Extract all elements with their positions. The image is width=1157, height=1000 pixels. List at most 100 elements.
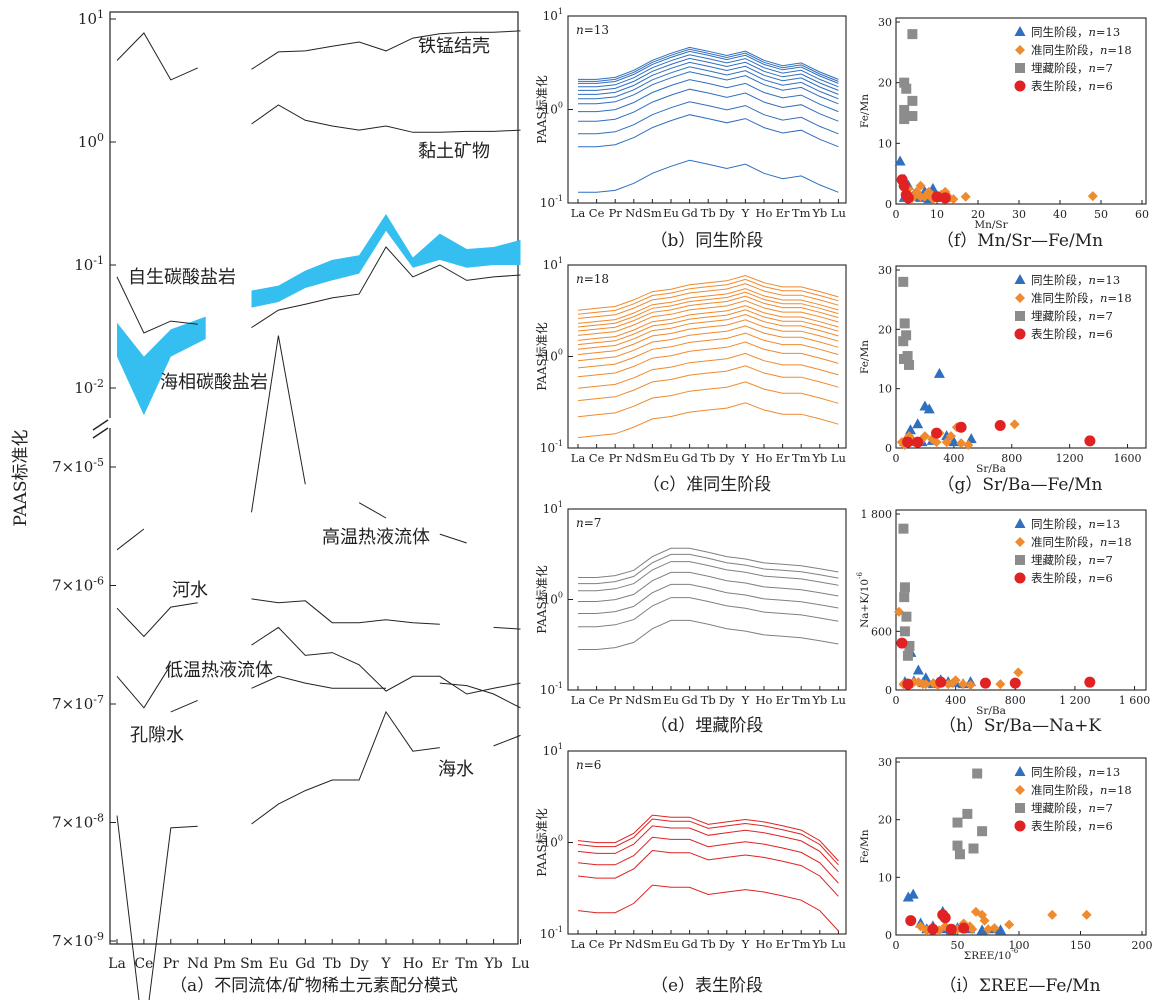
- panel-frame: [567, 264, 847, 449]
- y-tick-label: 100: [543, 834, 563, 850]
- y-tick-label: 10-1: [540, 681, 563, 697]
- legend-label: 准同生阶段，n=18: [1031, 535, 1132, 549]
- point-diamond: [1013, 667, 1024, 678]
- point-triangle: [894, 155, 906, 166]
- point-circle: [931, 191, 943, 203]
- y-tick-label: 10-1: [540, 439, 563, 455]
- point-square: [901, 611, 912, 622]
- point-diamond: [915, 191, 926, 202]
- point-triangle: [1014, 518, 1026, 528]
- point-square: [968, 843, 979, 854]
- sample-line: [577, 278, 839, 315]
- point-circle: [979, 677, 991, 689]
- x-tick-label: La: [571, 937, 586, 951]
- x-tick-label: Lu: [511, 956, 529, 972]
- panel-frame: [895, 757, 1147, 936]
- panel-caption: （d）埋藏阶段: [651, 716, 764, 736]
- point-circle: [939, 912, 951, 924]
- x-tick-label: Dy: [719, 693, 735, 707]
- x-tick-label: La: [571, 451, 586, 465]
- y-tick-label: 7×10-8: [52, 812, 104, 832]
- x-tick-label: Y: [741, 206, 750, 220]
- n-count-label: n=7: [576, 516, 601, 530]
- x-tick-label: Tb: [701, 937, 716, 951]
- x-tick-label: Eu: [663, 451, 679, 465]
- y-tick-label: 100: [78, 131, 104, 151]
- sample-line: [577, 295, 839, 332]
- point-circle: [912, 436, 924, 448]
- x-tick-label: Tm: [792, 937, 811, 951]
- series-line: [358, 502, 387, 519]
- panel-frame: [567, 508, 847, 691]
- point-diamond: [956, 438, 967, 449]
- series-line: [251, 675, 386, 689]
- point-diamond: [960, 191, 971, 202]
- x-tick-label: Dy: [719, 206, 735, 220]
- x-tick-label: Sm: [643, 451, 662, 465]
- point-circle: [994, 419, 1006, 431]
- point-diamond: [979, 915, 990, 926]
- x-tick-label: Tb: [701, 206, 716, 220]
- y-tick-label: 30: [878, 16, 892, 29]
- x-tick-label: Yb: [811, 206, 827, 220]
- panel-frame: [895, 509, 1147, 691]
- y-tick-label: 10-2: [74, 377, 104, 397]
- n-count-label: n=18: [576, 272, 609, 286]
- point-square: [1015, 63, 1025, 73]
- point-diamond: [1087, 191, 1098, 202]
- x-tick-label: Eu: [663, 693, 679, 707]
- point-square: [898, 276, 909, 287]
- point-diamond: [917, 679, 928, 690]
- y-axis-label: PAAS标准化: [535, 565, 549, 634]
- legend-label: 准同生阶段，n=18: [1031, 291, 1132, 305]
- x-tick-label: Eu: [663, 206, 679, 220]
- point-diamond: [970, 906, 981, 917]
- series-line: [116, 664, 172, 709]
- sample-line: [577, 305, 839, 341]
- point-triangle: [1014, 766, 1026, 776]
- band-label: 海相碳酸盐岩: [160, 372, 268, 393]
- y-tick-label: 0: [885, 198, 892, 211]
- x-tick-label: 400: [945, 694, 966, 707]
- x-tick-label: Yb: [483, 956, 502, 972]
- y-axis-label: Fe/Mn: [859, 94, 871, 128]
- sample-line: [578, 79, 839, 113]
- point-triangle: [976, 924, 988, 935]
- x-axis-label: Mn/Sr: [974, 219, 1008, 231]
- sample-line: [577, 274, 839, 311]
- y-axis-label: PAAS标准化: [535, 808, 549, 877]
- sample-line: [577, 365, 839, 402]
- x-tick-label: 50: [951, 939, 965, 952]
- x-tick-label: Ho: [756, 693, 773, 707]
- x-tick-label: La: [571, 206, 586, 220]
- point-diamond: [931, 437, 942, 448]
- sample-line: [577, 825, 839, 873]
- point-diamond: [915, 180, 926, 191]
- y-tick-label: 101: [543, 742, 563, 758]
- x-tick-label: Ce: [589, 206, 605, 220]
- sample-line: [578, 114, 839, 148]
- x-tick-label: 100: [1009, 939, 1030, 952]
- sample-line: [577, 325, 839, 362]
- x-tick-label: Y: [380, 956, 391, 972]
- x-tick-label: Lu: [831, 451, 846, 465]
- x-tick-label: Pr: [609, 206, 623, 220]
- x-axis-label: ΣREE/10-6: [964, 947, 1019, 962]
- x-tick-label: Tm: [792, 206, 811, 220]
- x-tick-label: 0: [893, 452, 900, 465]
- point-diamond: [941, 437, 952, 448]
- x-tick-label: 30: [1012, 208, 1026, 221]
- panel-d: 101 100 10-1 La Ce Pr Nd Sm Eu Gd Tb Dy Y Ho Er Tm Yb Lu P…: [535, 500, 847, 736]
- x-tick-label: Tm: [455, 956, 478, 972]
- x-tick-label: Lu: [831, 693, 846, 707]
- series-line: [251, 104, 521, 133]
- point-triangle: [904, 424, 916, 435]
- sample-line: [577, 288, 839, 324]
- legend-label: 表生阶段，n=6: [1031, 819, 1113, 833]
- y-tick-label: 7×10-5: [52, 456, 104, 476]
- point-square: [962, 808, 973, 819]
- band-marine-carbonate: [117, 316, 206, 416]
- point-square: [899, 77, 910, 88]
- x-tick-label: Pm: [213, 956, 236, 972]
- sample-line: [577, 814, 839, 862]
